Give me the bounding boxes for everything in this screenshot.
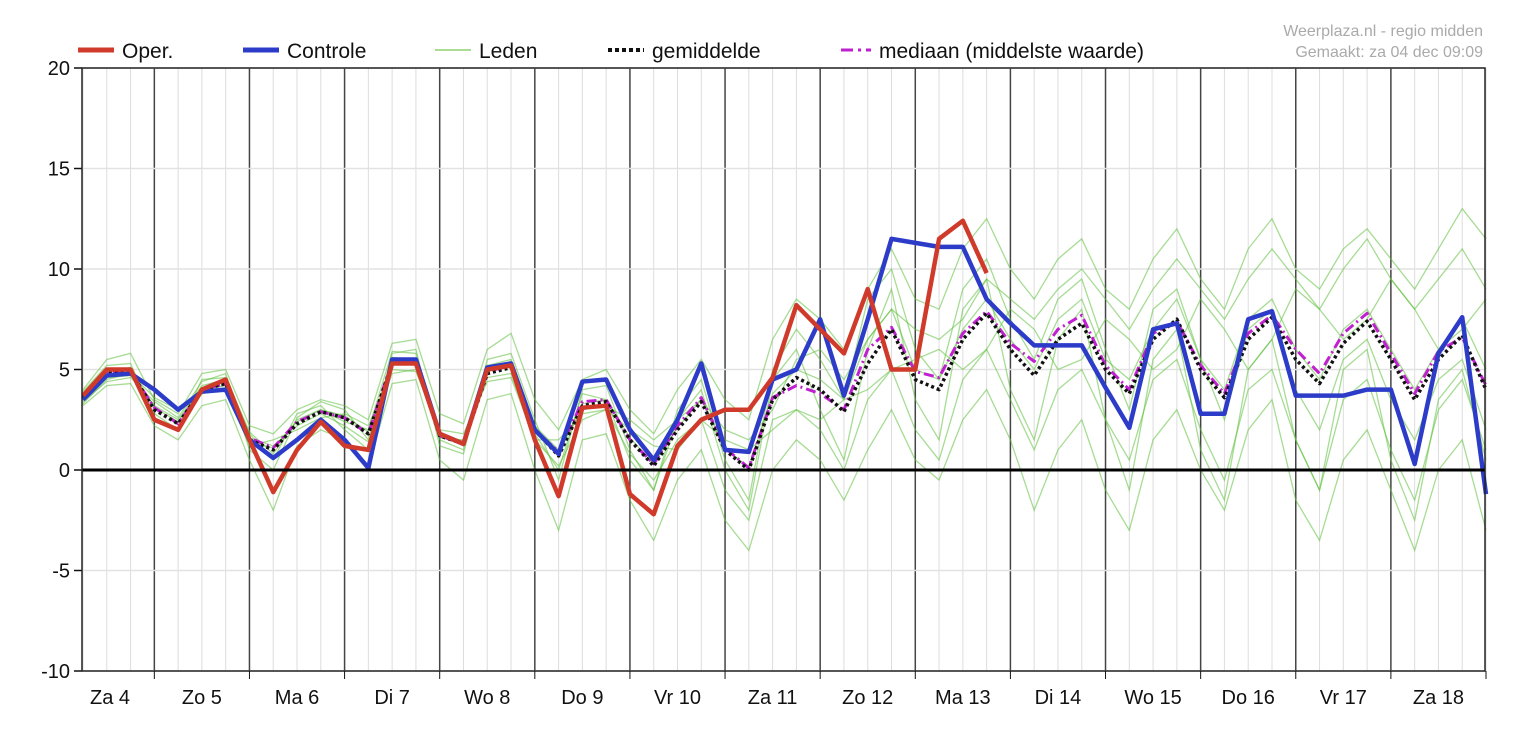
main-series bbox=[81, 218, 1489, 517]
x-tick-label: Do 16 bbox=[1222, 687, 1275, 709]
x-tick-label: Di 7 bbox=[374, 687, 410, 709]
x-tick-label: Za 11 bbox=[748, 687, 798, 709]
x-tick-label: Zo 12 bbox=[842, 687, 893, 709]
y-tick-label: -5 bbox=[52, 561, 70, 583]
legend-label: mediaan (middelste waarde) bbox=[879, 40, 1144, 63]
x-tick-label: Vr 17 bbox=[1320, 687, 1367, 709]
legend-label: Controle bbox=[287, 40, 366, 63]
x-tick-label: Vr 10 bbox=[654, 687, 701, 709]
x-tick-label: Wo 15 bbox=[1124, 687, 1181, 709]
leden-members bbox=[82, 207, 1487, 553]
created-timestamp: Gemaakt: za 04 dec 09:09 bbox=[1295, 44, 1483, 61]
leden-member-line bbox=[82, 257, 1487, 502]
x-tick-label: Zo 5 bbox=[182, 687, 222, 709]
x-tick-label: Ma 13 bbox=[935, 687, 991, 709]
legend: Oper. Controle Leden gemiddelde mediaan (mid… bbox=[78, 40, 1144, 63]
legend-label: Leden bbox=[479, 40, 537, 63]
series-line-gemiddelde bbox=[81, 311, 1488, 472]
y-tick-label: 15 bbox=[48, 159, 70, 181]
x-tick-label: Do 9 bbox=[561, 687, 603, 709]
x-tick-label: Za 4 bbox=[90, 687, 130, 709]
leden-member-line bbox=[82, 277, 1487, 523]
series-line-oper bbox=[81, 218, 989, 517]
y-tick-label: 20 bbox=[48, 58, 70, 80]
y-tick-label: 5 bbox=[59, 360, 70, 382]
x-tick-label: Ma 6 bbox=[275, 687, 319, 709]
y-tick-label: -10 bbox=[41, 661, 70, 683]
x-tick-label: Wo 8 bbox=[464, 687, 510, 709]
x-tick-label: Di 14 bbox=[1035, 687, 1082, 709]
grid bbox=[82, 67, 1487, 672]
y-tick-label: 0 bbox=[59, 460, 70, 482]
source-label: Weerplaza.nl - regio midden bbox=[1283, 23, 1483, 40]
axes: 20 15 10 5 0 -5 -10 Za 4 Zo 5 Ma 6 Di 7 Wo 8 Do 9 Vr … bbox=[41, 58, 1487, 709]
leden-member-line bbox=[82, 378, 1487, 553]
leden-member-line bbox=[82, 348, 1487, 522]
x-tick-label: Za 18 bbox=[1413, 687, 1464, 709]
y-tick-label: 10 bbox=[48, 259, 70, 281]
series-line-mediaan bbox=[81, 309, 1488, 470]
legend-label: gemiddelde bbox=[652, 40, 761, 63]
leden-member-line bbox=[82, 207, 1487, 435]
plot-frame bbox=[81, 67, 1486, 672]
legend-label: Oper. bbox=[122, 40, 173, 63]
